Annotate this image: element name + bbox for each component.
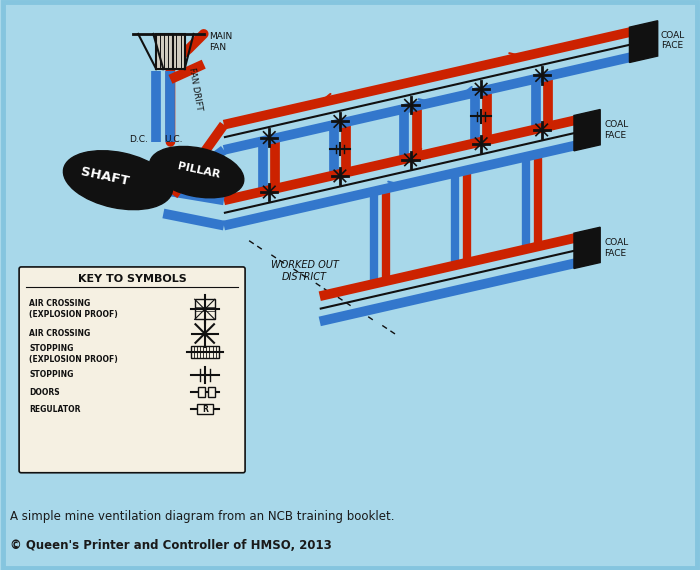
Text: STOPPING
(EXPLOSION PROOF): STOPPING (EXPLOSION PROOF): [29, 344, 118, 364]
Text: PILLAR: PILLAR: [176, 161, 221, 180]
Text: U.C.: U.C.: [164, 135, 183, 144]
Text: COAL
FACE: COAL FACE: [604, 120, 629, 140]
Text: A simple mine ventilation diagram from an NCB training booklet.: A simple mine ventilation diagram from a…: [10, 510, 395, 523]
Polygon shape: [629, 21, 658, 63]
FancyBboxPatch shape: [19, 267, 245, 473]
Bar: [208, 387, 215, 397]
Text: R: R: [202, 405, 208, 414]
Bar: [190, 345, 219, 358]
Text: STOPPING: STOPPING: [29, 370, 74, 380]
Text: SHAFT: SHAFT: [79, 166, 130, 189]
Text: AIR CROSSING: AIR CROSSING: [29, 329, 90, 338]
Bar: [156, 34, 185, 69]
Bar: [195, 307, 215, 311]
Text: AIR CROSSING
(EXPLOSION PROOF): AIR CROSSING (EXPLOSION PROOF): [29, 299, 118, 319]
Text: WORKED OUT
DISTRICT: WORKED OUT DISTRICT: [271, 260, 339, 282]
Text: DOORS: DOORS: [29, 388, 60, 397]
Text: © Queen's Printer and Controller of HMSO, 2013: © Queen's Printer and Controller of HMSO…: [10, 539, 332, 552]
Bar: [195, 299, 215, 319]
Polygon shape: [574, 227, 600, 268]
Bar: [197, 387, 204, 397]
Text: REGULATOR: REGULATOR: [29, 405, 81, 414]
Text: MAIN
FAN: MAIN FAN: [209, 32, 232, 52]
Text: D.C.: D.C.: [129, 135, 148, 144]
Ellipse shape: [64, 150, 172, 210]
Text: COAL
FACE: COAL FACE: [604, 238, 629, 258]
Polygon shape: [574, 109, 600, 151]
Text: COAL
FACE: COAL FACE: [661, 31, 685, 50]
Bar: [197, 404, 213, 414]
Text: KEY TO SYMBOLS: KEY TO SYMBOLS: [78, 274, 186, 284]
Ellipse shape: [150, 146, 244, 198]
Text: FAN DRIFT: FAN DRIFT: [187, 67, 203, 112]
